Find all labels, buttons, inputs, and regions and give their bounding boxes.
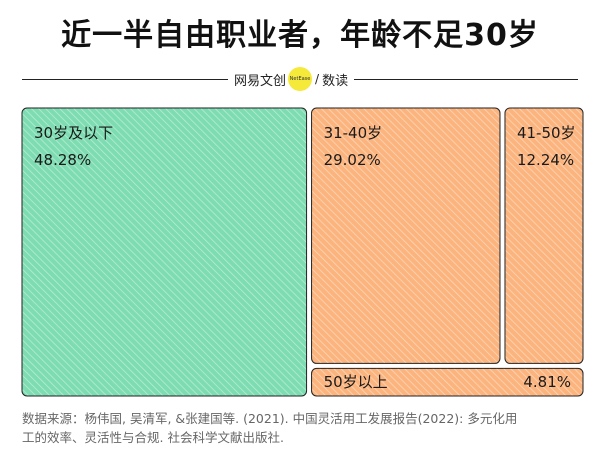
tile-label-4: 50岁以上 [324,373,388,391]
brand-separator: / [315,72,320,86]
source-line-1: 数据来源：杨伟国, 吴清军, &张建国等. (2021). 中国灵活用工发展报告… [22,411,518,426]
tile-label-1: 30岁及以下 [34,124,113,142]
source-line-2: 工的效率、灵活性与合规. 社会科学文献出版社. [22,430,284,445]
page-title: 近一半自由职业者，年龄不足30岁 [61,18,539,53]
tile-label-2: 31-40岁 [324,124,383,142]
brand-left-text: 网易文创 [234,73,287,89]
treemap-tile-hatch-2 [312,108,500,363]
tile-value-3: 12.24% [517,151,574,169]
treemap-tile-hatch-4 [312,368,583,396]
tile-value-4: 4.81% [523,373,571,391]
brand-logo-text: NetEase [289,76,311,82]
brand-logo: 网易文创 NetEase / 数读 [228,66,355,92]
source-note: 数据来源：杨伟国, 吴清军, &张建国等. (2021). 中国灵活用工发展报告… [22,409,582,447]
tile-label-3: 41-50岁 [517,124,576,142]
netease-logo-icon: NetEase [288,67,313,91]
tile-value-2: 29.02% [324,151,381,169]
tile-value-1: 48.28% [34,151,91,169]
treemap-tile-hatch-1 [22,108,307,396]
treemap-tile-hatch-3 [505,108,583,363]
brand-right-text: 数读 [322,73,349,89]
